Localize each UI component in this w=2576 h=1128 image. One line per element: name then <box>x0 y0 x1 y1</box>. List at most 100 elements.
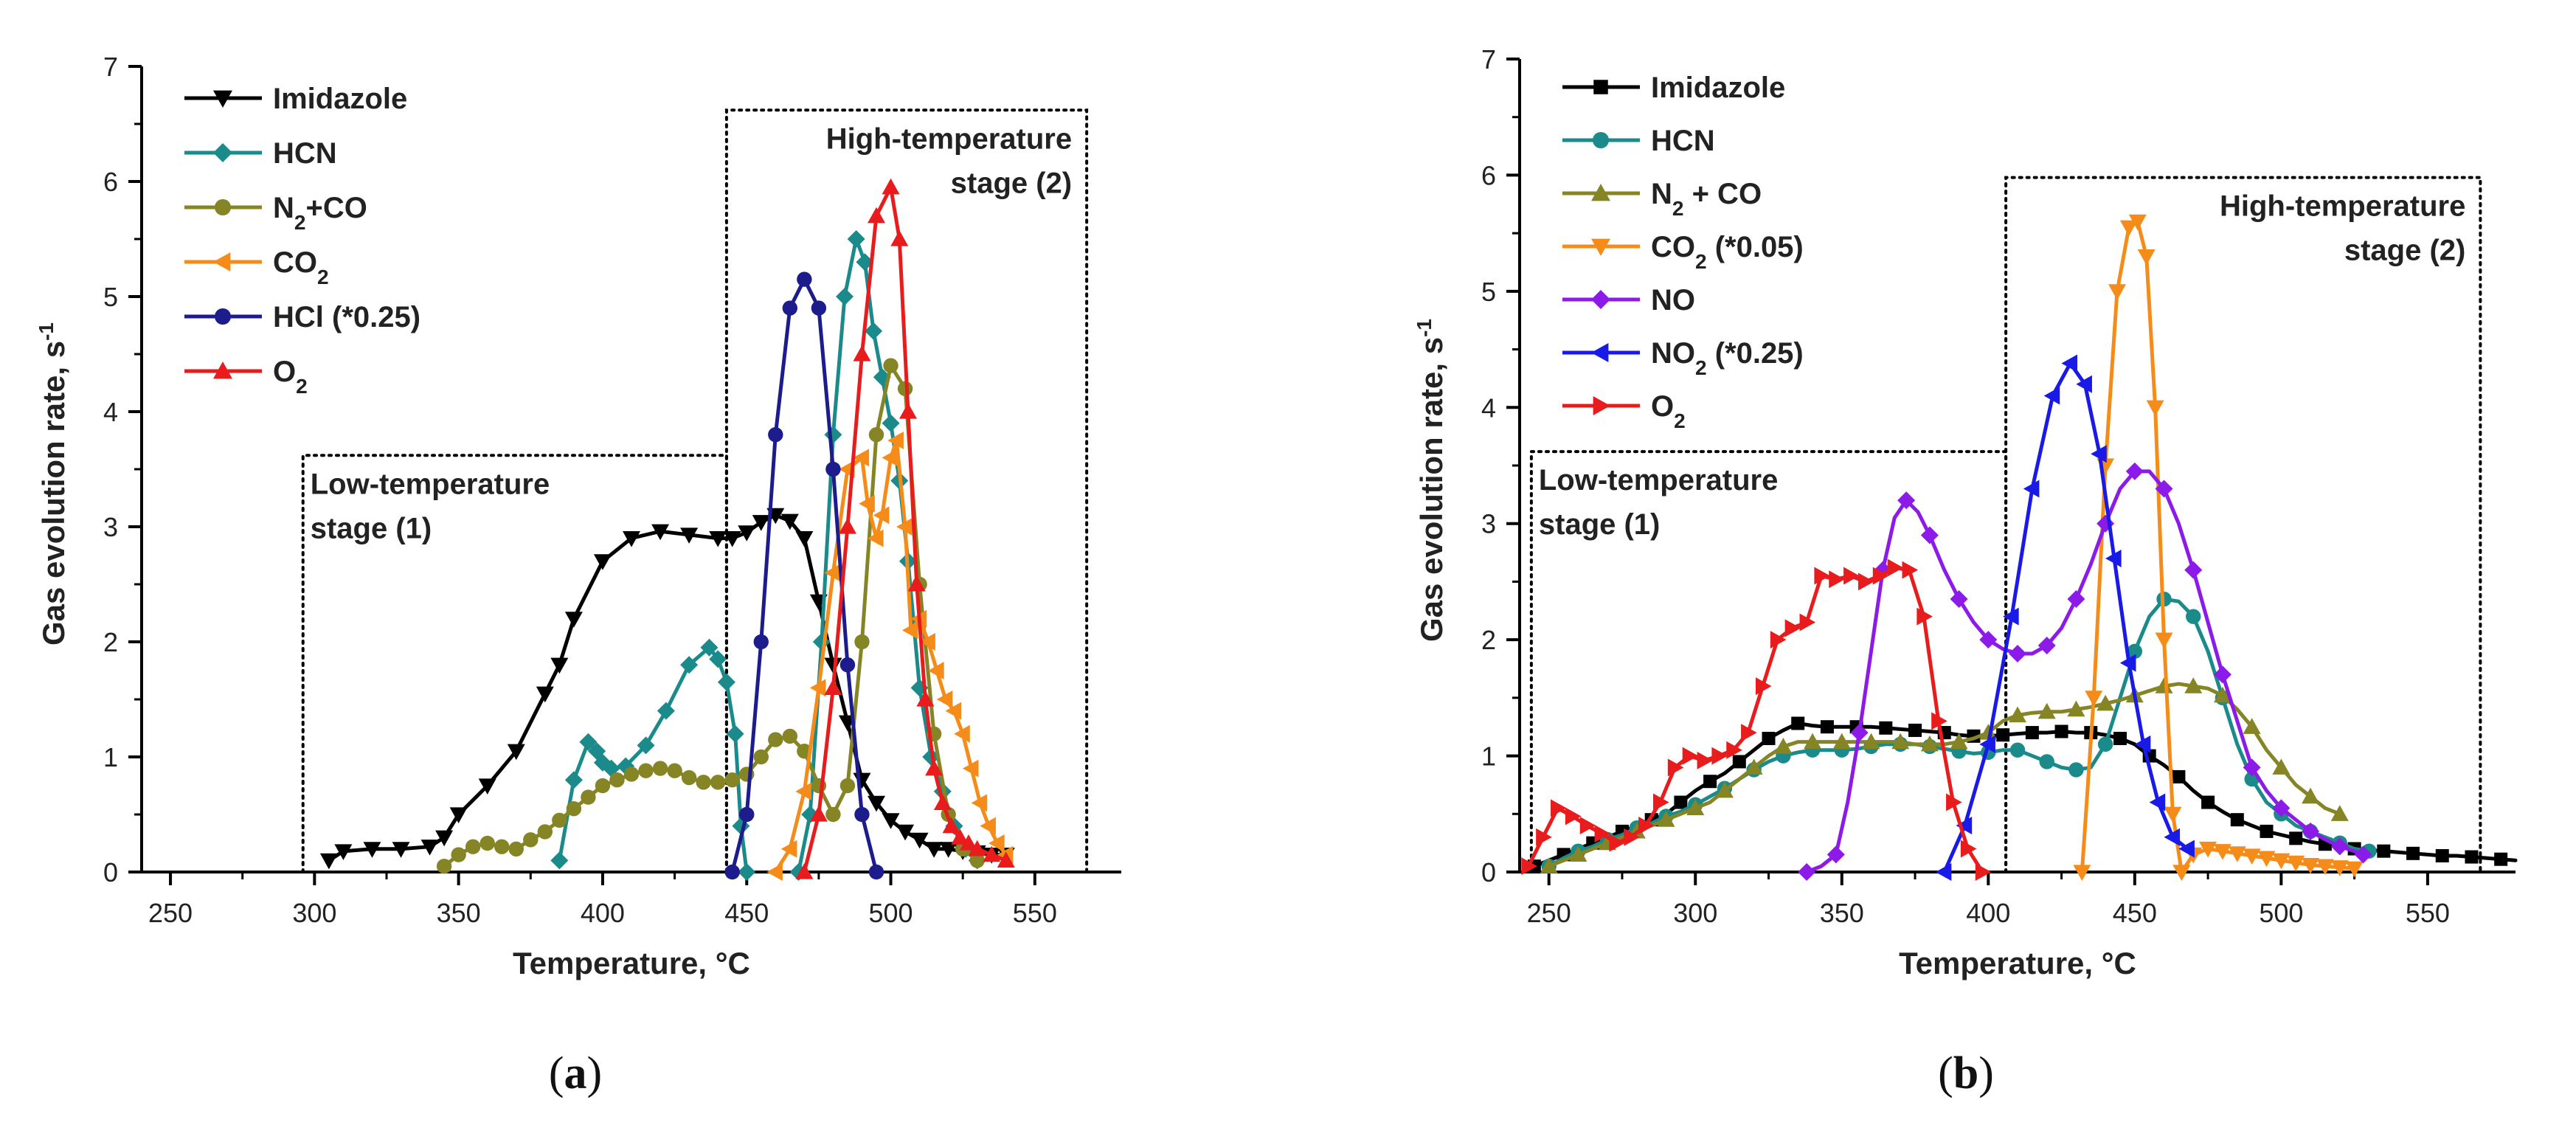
data-point <box>1975 863 1992 881</box>
data-point <box>2105 549 2122 567</box>
legend-marker <box>213 90 232 108</box>
data-point <box>724 864 740 880</box>
data-point <box>1686 799 1705 816</box>
data-point <box>2243 758 2261 777</box>
data-point <box>2025 726 2039 740</box>
data-point <box>1624 828 1640 846</box>
legend-entry: Imidazole <box>1562 72 1785 104</box>
legend-label: Imidazole <box>1651 72 1785 104</box>
data-point <box>638 763 654 778</box>
data-point <box>809 679 826 697</box>
data-point <box>2164 828 2181 846</box>
data-point <box>1804 733 1822 750</box>
legend-entry: N2+CO <box>184 192 367 234</box>
data-point <box>363 842 381 858</box>
data-point <box>593 554 612 570</box>
legend-label: O2 <box>1651 390 1686 432</box>
data-point <box>2073 865 2091 881</box>
data-point <box>824 426 842 444</box>
data-point <box>2134 735 2151 753</box>
data-point <box>2330 860 2349 876</box>
legend-label-subscript: 2 <box>1674 409 1686 432</box>
y-tick-label: 4 <box>1481 392 1496 423</box>
data-point <box>1521 857 1537 876</box>
data-point <box>1715 781 1734 798</box>
y-tick-label: 7 <box>103 52 118 82</box>
panel-caption-letter: b <box>1953 1048 1978 1098</box>
data-point <box>564 612 583 628</box>
data-point <box>2155 632 2173 649</box>
data-point <box>1820 720 1834 734</box>
x-tick-label: 350 <box>437 898 481 928</box>
legend-label: Imidazole <box>273 83 407 115</box>
data-point <box>1540 857 1558 873</box>
data-point <box>2155 677 2173 693</box>
data-point <box>780 513 799 530</box>
data-point <box>1857 572 1874 591</box>
data-point <box>2009 706 2026 723</box>
panel-caption-open: ( <box>549 1048 564 1098</box>
y-tick-label: 7 <box>1481 44 1496 75</box>
data-point <box>868 529 884 547</box>
data-point <box>1732 755 1746 769</box>
data-point <box>2164 806 2182 823</box>
x-tick-label: 450 <box>2113 898 2157 928</box>
x-tick-label: 300 <box>292 898 336 928</box>
data-point <box>2272 853 2291 870</box>
data-point <box>1667 758 1684 777</box>
legend-label: HCl (*0.25) <box>273 301 420 333</box>
x-tick-label: 500 <box>868 898 913 928</box>
data-point <box>910 832 929 849</box>
legend-entry: HCN <box>1562 125 1715 157</box>
data-point <box>494 839 510 854</box>
data-point <box>1814 567 1830 585</box>
data-point <box>753 749 769 765</box>
data-point <box>2037 637 2056 655</box>
panel-caption-open: ( <box>1938 1048 1953 1098</box>
data-point <box>1956 817 1973 835</box>
data-point <box>854 634 870 650</box>
data-point <box>717 673 735 691</box>
data-point <box>1682 747 1699 765</box>
data-point <box>896 518 913 536</box>
data-point <box>537 824 553 840</box>
data-point <box>1935 863 1952 881</box>
legend-entry: CO2 (*0.05) <box>1562 231 1804 273</box>
legend-entry: O2 <box>1562 390 1686 432</box>
data-point <box>1827 845 1845 864</box>
data-point <box>838 518 856 534</box>
data-point <box>795 531 814 547</box>
data-point <box>507 744 525 761</box>
data-point <box>2213 844 2232 860</box>
legend-entry: HCl (*0.25) <box>184 301 420 333</box>
panel-caption-close: ) <box>587 1048 603 1098</box>
data-point <box>839 657 856 673</box>
data-point <box>623 767 640 782</box>
data-point <box>2067 700 2085 717</box>
data-point <box>1703 775 1717 789</box>
series-o2 <box>795 178 1015 879</box>
data-point <box>1594 825 1611 843</box>
data-point <box>738 863 756 881</box>
data-point <box>2199 841 2217 858</box>
data-point <box>2054 724 2068 738</box>
data-point <box>1770 631 1787 649</box>
data-point <box>1609 834 1626 852</box>
data-point <box>392 842 410 858</box>
x-tick-label: 450 <box>724 898 769 928</box>
legend-label-text: CO <box>1651 231 1695 263</box>
data-point <box>2137 249 2156 266</box>
legend-entry: Imidazole <box>184 83 407 115</box>
data-point <box>2406 846 2420 860</box>
y-tick-label: 5 <box>103 282 118 312</box>
data-point <box>1697 751 1714 769</box>
y-axis-label: Gas evolution rate, s-1 <box>1413 319 1450 642</box>
data-point <box>882 449 899 467</box>
series-line <box>1547 682 2342 868</box>
data-point <box>1920 735 1939 752</box>
data-point <box>1917 607 1933 626</box>
data-point <box>2243 718 2261 734</box>
data-point <box>1784 619 1801 637</box>
series-imidazole <box>319 508 1015 870</box>
data-point <box>2003 607 2019 626</box>
